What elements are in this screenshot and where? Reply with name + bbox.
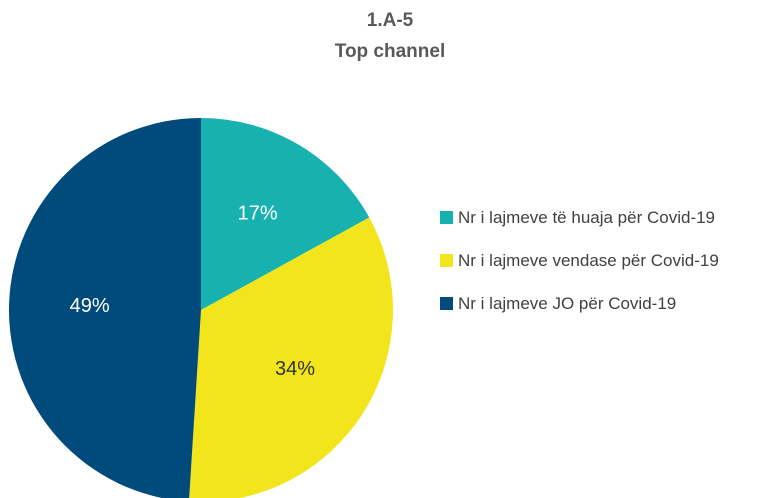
- pie-slice: [189, 217, 393, 498]
- legend-item: Nr i lajmeve të huaja për Covid-19: [440, 204, 728, 231]
- chart-title: 1.A-5: [367, 10, 414, 31]
- legend: Nr i lajmeve të huaja për Covid-19 Nr i l…: [440, 204, 750, 333]
- pie-slice: [9, 118, 201, 498]
- legend-item: Nr i lajmeve vendase për Covid-19: [440, 247, 728, 274]
- legend-swatch: [440, 211, 453, 224]
- data-label: 49%: [70, 295, 110, 317]
- legend-label: Nr i lajmeve vendase për Covid-19: [458, 251, 719, 270]
- legend-label: Nr i lajmeve JO për Covid-19: [458, 294, 677, 313]
- legend-swatch: [440, 297, 453, 310]
- data-label: 17%: [238, 202, 278, 224]
- legend-label: Nr i lajmeve të huaja për Covid-19: [458, 208, 716, 227]
- legend-item: Nr i lajmeve JO për Covid-19: [440, 290, 768, 317]
- pie-slice: [201, 118, 370, 310]
- chart-subtitle: Top channel: [335, 41, 445, 62]
- data-label: 34%: [275, 358, 315, 380]
- legend-swatch: [440, 254, 453, 267]
